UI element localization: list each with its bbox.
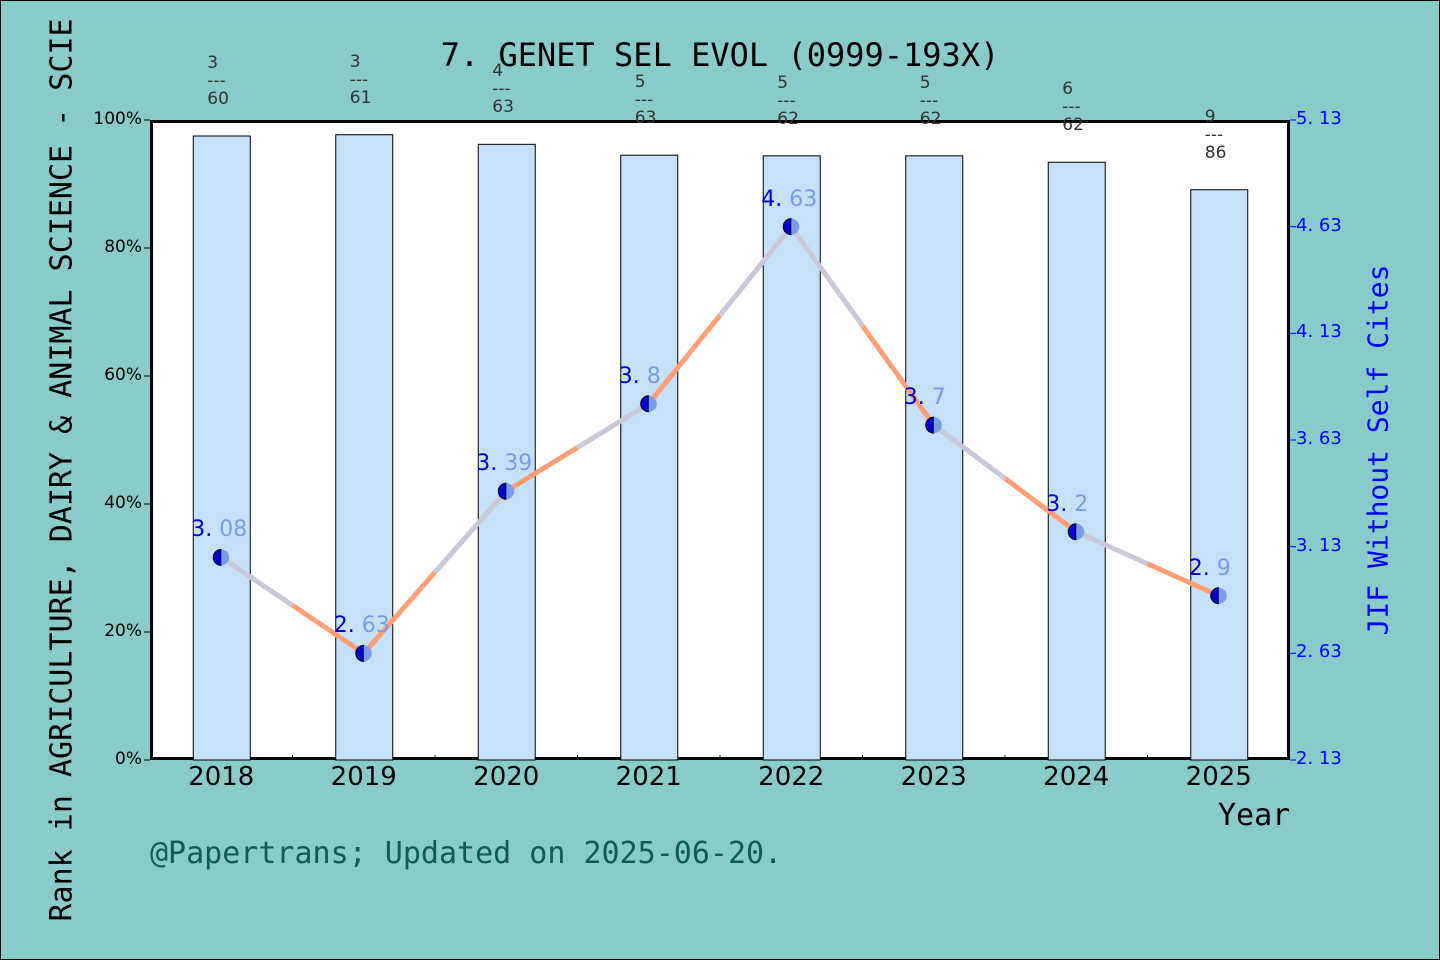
bar <box>905 155 964 761</box>
rank-annotation: 5 --- 63 <box>634 72 657 129</box>
y-right-tick-label: 4. 13 <box>1296 321 1342 343</box>
data-point-label: 3. 39 <box>476 451 533 477</box>
data-point-marker <box>791 218 800 235</box>
data-point-marker <box>1067 523 1077 541</box>
data-point-label: 3. 8 <box>618 363 661 389</box>
data-point-marker <box>497 482 507 500</box>
data-point-marker <box>1218 587 1227 604</box>
data-point-marker <box>355 644 365 662</box>
bar <box>762 155 821 761</box>
jif-line-segment <box>932 423 1007 481</box>
data-point-label: 2. 63 <box>333 613 390 639</box>
rank-annotation: 3 --- 60 <box>207 53 229 109</box>
x-tick-label: 2019 <box>330 762 397 792</box>
y-left-tick-label: 0% <box>115 749 142 769</box>
footer-credit: @Papertrans; Updated on 2025-06-20. <box>150 836 783 871</box>
x-tick-label: 2023 <box>900 762 967 792</box>
x-tick-label: 2018 <box>188 762 255 792</box>
data-point-label: 3. 2 <box>1046 491 1089 517</box>
jif-line-segment <box>1146 561 1220 599</box>
bar <box>335 134 394 761</box>
y-left-tick-label: 100% <box>93 109 142 129</box>
x-tick-label: 2021 <box>615 762 682 792</box>
y-left-tick-label: 60% <box>104 365 142 385</box>
y-left-tick-label: 40% <box>104 493 142 513</box>
data-point-marker <box>933 417 942 434</box>
x-tick-label: 2020 <box>473 762 540 792</box>
data-point-marker <box>782 218 792 236</box>
rank-annotation: 4 --- 63 <box>492 61 514 118</box>
y-axis-left-label: Rank in AGRICULTURE, DAIRY & ANIMAL SCIE… <box>44 18 80 922</box>
bar <box>477 143 536 761</box>
rank-annotation: 5 --- 62 <box>777 72 799 129</box>
data-point-marker <box>363 645 372 662</box>
jif-line-segment <box>789 225 865 328</box>
y-left-tick-label: 20% <box>104 621 142 641</box>
y-right-tick-label: 3. 63 <box>1296 428 1342 449</box>
x-tick-label: 2025 <box>1185 762 1252 792</box>
bar <box>620 154 679 761</box>
x-tick-label: 2024 <box>1043 762 1110 792</box>
x-tick-label: 2022 <box>758 762 825 792</box>
y-right-tick-label: 5. 13 <box>1296 108 1342 129</box>
data-point-marker <box>221 549 230 566</box>
y-right-tick-label: 4. 63 <box>1296 214 1342 236</box>
bar <box>192 135 251 761</box>
jif-line-segment <box>361 570 437 655</box>
jif-line-segment <box>1075 529 1149 567</box>
bar <box>1190 189 1249 761</box>
data-point-marker <box>1210 587 1220 605</box>
bar <box>1047 161 1106 761</box>
jif-line-segment <box>291 603 366 656</box>
data-point-marker <box>648 395 657 412</box>
data-point-label: 2. 9 <box>1188 555 1231 581</box>
data-point-marker <box>925 416 935 434</box>
jif-line-segment <box>576 401 651 450</box>
rank-annotation: 9 --- 86 <box>1204 106 1227 163</box>
jif-line-segment <box>718 225 794 317</box>
data-point-marker <box>640 395 650 413</box>
data-point-marker <box>212 548 222 566</box>
rank-annotation: 5 --- 62 <box>919 72 942 129</box>
rank-annotation: 6 --- 62 <box>1062 79 1084 136</box>
x-axis-label: Year <box>1218 798 1291 833</box>
data-point-marker <box>1076 523 1085 540</box>
jif-line-segment <box>504 445 579 494</box>
jif-line-segment <box>646 313 722 406</box>
data-point-label: 4. 63 <box>761 186 818 212</box>
y-left-tick-label: 80% <box>104 237 142 257</box>
data-point-label: 3. 7 <box>903 385 946 411</box>
data-point-label: 3. 08 <box>191 517 248 543</box>
y-axis-right-label: JIF Without Self Cites <box>1361 264 1395 636</box>
jif-line-segment <box>1003 476 1078 534</box>
jif-line-segment <box>433 489 509 574</box>
y-right-tick-label: 2. 63 <box>1296 641 1342 663</box>
y-right-tick-label: 3. 13 <box>1296 534 1342 556</box>
jif-line-segment <box>219 555 294 608</box>
jif-line-segment <box>860 324 936 427</box>
rank-annotation: 3 --- 61 <box>349 51 372 108</box>
chart-title: 7. GENET SEL EVOL (0999-193X) <box>440 36 1000 74</box>
data-point-marker <box>506 483 515 500</box>
y-right-tick-label: 2. 13 <box>1296 748 1342 769</box>
